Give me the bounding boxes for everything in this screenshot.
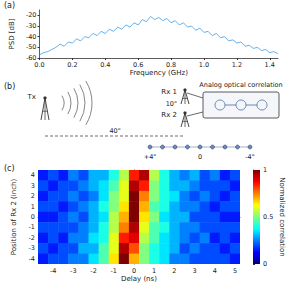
svg-text:Rx 2: Rx 2	[161, 111, 177, 119]
svg-text:-4: -4	[29, 255, 35, 263]
svg-text:-20: -20	[26, 11, 37, 19]
svg-text:-1: -1	[111, 267, 117, 275]
svg-text:-2: -2	[90, 267, 96, 275]
svg-text:Rx 1: Rx 1	[161, 88, 177, 96]
svg-text:0: 0	[132, 267, 136, 275]
svg-text:Position of Rx 2 (inch): Position of Rx 2 (inch)	[10, 178, 18, 255]
svg-text:0.6: 0.6	[133, 61, 143, 69]
svg-text:1.0: 1.0	[199, 61, 209, 69]
svg-text:40": 40"	[109, 127, 120, 135]
svg-text:0.4: 0.4	[100, 61, 110, 69]
svg-text:3: 3	[31, 182, 35, 190]
svg-text:10": 10"	[166, 100, 177, 108]
svg-text:2: 2	[172, 267, 176, 275]
svg-text:Normalized correlation: Normalized correlation	[278, 177, 286, 256]
svg-text:5: 5	[233, 267, 237, 275]
svg-text:1: 1	[152, 267, 156, 275]
svg-text:-3: -3	[29, 244, 35, 252]
svg-text:1: 1	[263, 166, 267, 174]
svg-text:0: 0	[263, 260, 267, 268]
svg-text:3: 3	[192, 267, 196, 275]
svg-text:-50: -50	[26, 43, 37, 51]
svg-text:0: 0	[31, 213, 35, 221]
svg-text:-30: -30	[26, 22, 37, 30]
svg-text:-4: -4	[50, 267, 56, 275]
svg-text:1.4: 1.4	[265, 61, 275, 69]
svg-text:PSD [dB]: PSD [dB]	[8, 18, 16, 49]
svg-text:+4": +4"	[144, 153, 157, 161]
svg-text:-2: -2	[29, 234, 35, 242]
svg-text:4: 4	[31, 171, 35, 179]
svg-text:0.5: 0.5	[263, 213, 273, 221]
svg-text:0.8: 0.8	[166, 61, 176, 69]
svg-text:0: 0	[198, 153, 202, 161]
svg-text:Delay (ns): Delay (ns)	[121, 275, 157, 283]
svg-text:-40: -40	[26, 33, 37, 41]
svg-text:-1: -1	[29, 223, 35, 231]
svg-text:1: 1	[31, 203, 35, 211]
svg-text:-60: -60	[25, 54, 37, 62]
svg-text:4: 4	[213, 267, 217, 275]
svg-text:Frequency (GHz): Frequency (GHz)	[130, 69, 188, 77]
svg-text:2: 2	[31, 192, 35, 200]
svg-text:(b): (b)	[4, 82, 15, 91]
svg-text:-3: -3	[70, 267, 76, 275]
svg-text:(c): (c)	[4, 164, 15, 173]
svg-text:0.0: 0.0	[34, 61, 44, 69]
svg-text:1.2: 1.2	[232, 61, 242, 69]
svg-text:Analog optical correlation: Analog optical correlation	[199, 81, 282, 89]
svg-text:-4": -4"	[245, 153, 254, 161]
svg-text:(a): (a)	[4, 1, 15, 10]
svg-text:0.2: 0.2	[67, 61, 77, 69]
svg-text:Tx: Tx	[27, 93, 36, 101]
